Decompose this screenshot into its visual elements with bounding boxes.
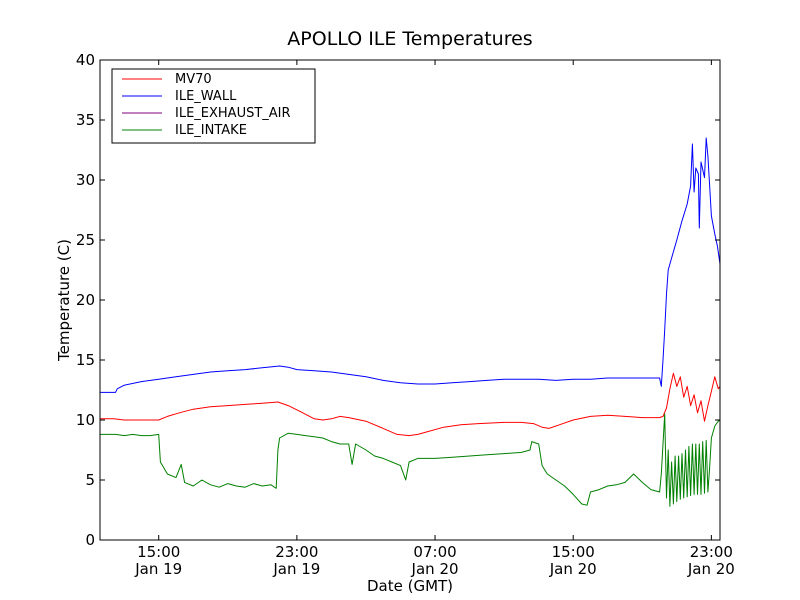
legend-box (111, 68, 316, 144)
x-axis-label: Date (GMT) (367, 577, 453, 595)
series-line-ile-wall (100, 137, 720, 393)
legend-entries: MV70 ILE_WALL ILE_EXHAUST_AIR ILE_INTAKE (122, 72, 291, 138)
x-tick-label-time: 23:00 (690, 543, 733, 561)
x-tick-label-date: Jan 19 (134, 560, 182, 578)
series-layer (100, 137, 720, 507)
x-tick-label-time: 07:00 (413, 543, 456, 561)
x-tick-label-time: 15:00 (552, 543, 595, 561)
y-tick-label: 25 (76, 231, 95, 249)
x-tick-label-time: 23:00 (275, 543, 318, 561)
x-tick-label-date: Jan 20 (687, 560, 735, 578)
legend-label: ILE_EXHAUST_AIR (175, 106, 291, 121)
x-tick-label-date: Jan 20 (549, 560, 597, 578)
y-tick-label: 0 (85, 531, 95, 549)
y-tick-label: 15 (76, 351, 95, 369)
x-tick-label-date: Jan 19 (272, 560, 320, 578)
y-axis-ticks: 0 5 10 15 20 25 30 35 40 (76, 51, 720, 549)
legend-label: ILE_WALL (175, 89, 237, 104)
y-tick-label: 30 (76, 171, 95, 189)
legend-label: MV70 (175, 72, 212, 87)
x-tick-label-date: Jan 20 (411, 560, 459, 578)
y-axis-label: Temperature (C) (55, 239, 73, 362)
y-tick-label: 40 (76, 51, 95, 69)
series-line-ile-intake (100, 413, 720, 507)
y-tick-label: 35 (76, 111, 95, 129)
y-tick-label: 10 (76, 411, 95, 429)
series-line-mv70 (100, 372, 720, 437)
x-tick-label-time: 15:00 (137, 543, 180, 561)
legend: MV70 ILE_WALL ILE_EXHAUST_AIR ILE_INTAKE (111, 68, 316, 144)
y-tick-label: 5 (85, 471, 95, 489)
legend-label: ILE_INTAKE (175, 123, 247, 138)
y-tick-label: 20 (76, 291, 95, 309)
chart-title: APOLLO ILE Temperatures (287, 28, 532, 50)
